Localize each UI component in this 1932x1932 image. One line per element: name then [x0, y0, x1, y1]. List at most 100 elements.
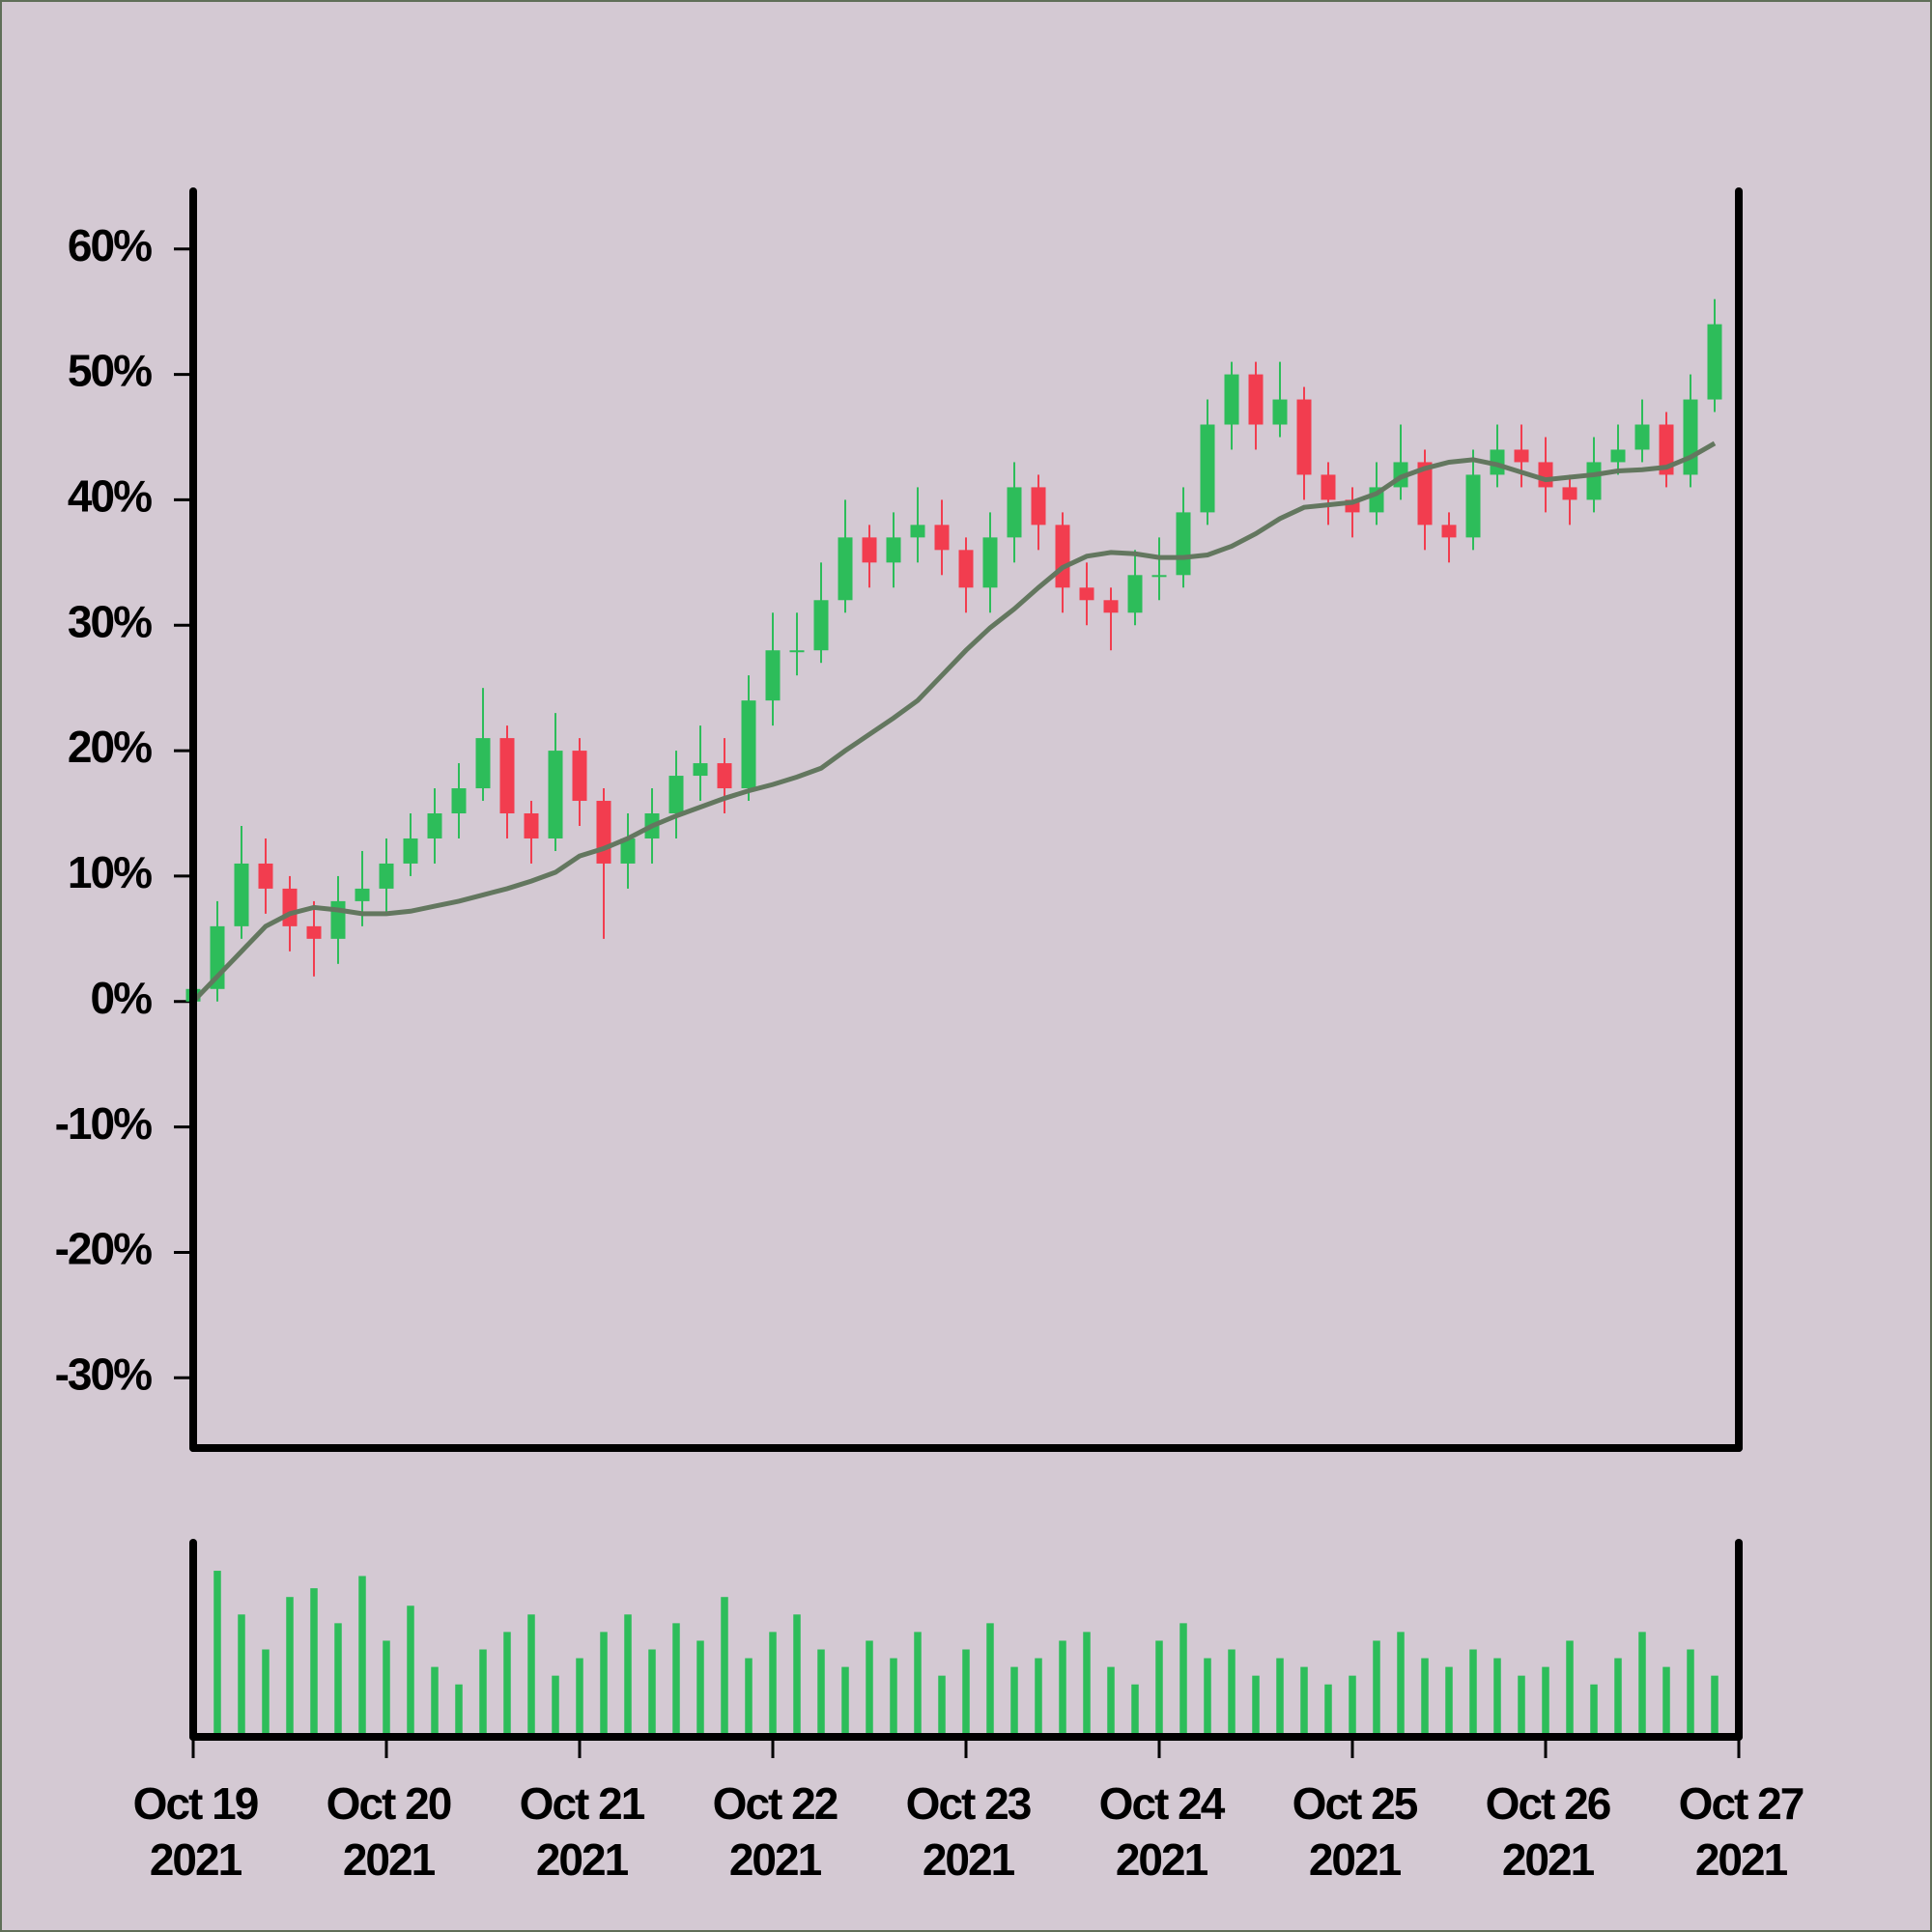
candle-body	[1151, 575, 1167, 578]
y-tick-label: -20%	[55, 1224, 152, 1274]
candle-body	[1031, 487, 1046, 526]
candle-body	[1007, 487, 1022, 538]
volume-bar	[986, 1623, 994, 1737]
candle-body	[813, 600, 829, 651]
x-tick-label: Oct 23 2021	[905, 1778, 1033, 1885]
candle-body	[1079, 587, 1094, 601]
volume-bar	[503, 1632, 511, 1737]
candle-body	[1176, 512, 1191, 576]
candle-body	[741, 700, 756, 789]
volume-bar	[793, 1614, 801, 1737]
candle-body	[1610, 449, 1626, 463]
candle-body	[668, 776, 684, 814]
candle-body	[1296, 399, 1312, 475]
candle-body	[427, 813, 442, 838]
x-tick-label: Oct 21 2021	[519, 1778, 646, 1885]
volume-bar	[648, 1649, 656, 1737]
candle-body	[765, 650, 781, 701]
y-tick-label: 50%	[68, 346, 152, 396]
volume-bar	[576, 1658, 583, 1737]
candle-body	[1417, 462, 1433, 526]
candle-body	[572, 751, 587, 802]
candle-body	[499, 738, 515, 814]
volume-bar	[1566, 1640, 1574, 1737]
volume-bar	[1421, 1658, 1429, 1737]
volume-bar	[866, 1640, 873, 1737]
x-tick-label: Oct 25 2021	[1292, 1778, 1419, 1885]
y-tick-label: 30%	[68, 596, 152, 646]
volume-bar	[1155, 1640, 1163, 1737]
x-tick-label: Oct 24 2021	[1098, 1778, 1226, 1885]
candle-body	[234, 863, 249, 926]
x-tick-label: Oct 26 2021	[1485, 1778, 1612, 1885]
candle-body	[1441, 525, 1457, 538]
candle-body	[886, 537, 901, 563]
candle-body	[982, 537, 998, 588]
y-tick-label: -10%	[55, 1098, 152, 1149]
candle-body	[1683, 399, 1698, 475]
candle-body	[475, 738, 491, 789]
candle-body	[524, 813, 539, 838]
volume-bar	[1590, 1684, 1598, 1737]
candle-body	[403, 838, 418, 864]
volume-bar	[1300, 1666, 1308, 1737]
volume-bar	[1518, 1675, 1525, 1737]
volume-bar	[262, 1649, 270, 1737]
candle-body	[1465, 474, 1481, 538]
candle-body	[1707, 324, 1722, 400]
candle-body	[693, 763, 708, 777]
volume-bar	[914, 1632, 922, 1737]
candle-body	[282, 888, 298, 926]
volume-bar	[1324, 1684, 1332, 1737]
volume-bar	[890, 1658, 897, 1737]
volume-bar	[1397, 1632, 1405, 1737]
volume-bar	[1542, 1666, 1549, 1737]
volume-bar	[310, 1588, 318, 1737]
volume-bar	[696, 1640, 704, 1737]
volume-bar	[962, 1649, 970, 1737]
candle-body	[1055, 525, 1070, 588]
candle-body	[1562, 487, 1577, 500]
volume-bar	[213, 1571, 221, 1737]
volume-bar	[1445, 1666, 1453, 1737]
volume-bar	[1228, 1649, 1236, 1737]
volume-bar	[1687, 1649, 1694, 1737]
volume-bar	[1179, 1623, 1187, 1737]
volume-bar	[817, 1649, 825, 1737]
candle-body	[934, 525, 950, 551]
volume-bar	[1614, 1658, 1622, 1737]
candle-body	[1224, 374, 1239, 425]
volume-bar	[1083, 1632, 1091, 1737]
volume-bar	[527, 1614, 535, 1737]
volume-bar	[600, 1632, 608, 1737]
volume-bar	[1010, 1666, 1018, 1737]
candle-body	[451, 788, 467, 814]
volume-bar	[383, 1640, 390, 1737]
x-tick-label: Oct 27 2021	[1678, 1778, 1805, 1885]
candle-body	[306, 925, 322, 939]
candle-body	[1659, 424, 1674, 475]
candle-body	[862, 537, 877, 563]
candle-body	[548, 751, 563, 838]
volume-bar	[769, 1632, 777, 1737]
candle-body	[1514, 449, 1529, 463]
volume-bar	[479, 1649, 487, 1737]
candle-body	[838, 537, 853, 601]
volume-bar	[721, 1597, 728, 1737]
candle-body	[1103, 600, 1119, 613]
candle-body	[1586, 462, 1602, 500]
volume-bar	[938, 1675, 946, 1737]
candle-body	[1248, 374, 1264, 425]
candle-body	[330, 900, 346, 939]
candle-body	[620, 838, 636, 864]
x-tick-label: Oct 20 2021	[326, 1778, 453, 1885]
candle-body	[1127, 575, 1143, 613]
y-tick-label: -30%	[55, 1349, 152, 1399]
volume-bar	[624, 1614, 632, 1737]
y-tick-label: 20%	[68, 722, 152, 772]
volume-bar	[1059, 1640, 1066, 1737]
volume-bar	[1373, 1640, 1380, 1737]
volume-bar	[1252, 1675, 1260, 1737]
volume-bar	[358, 1576, 366, 1737]
